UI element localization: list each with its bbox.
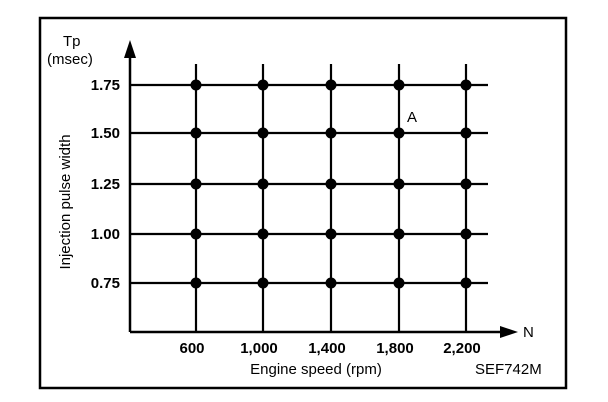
y-tick-label: 1.50 (91, 125, 120, 142)
data-point (460, 228, 472, 240)
figure-border (38, 16, 568, 390)
y-tick-label: 0.75 (91, 275, 120, 292)
data-point (257, 277, 269, 289)
y-tick-label: 1.25 (91, 176, 120, 193)
x-tick-label: 600 (179, 340, 204, 357)
data-point (190, 127, 202, 139)
data-point (257, 127, 269, 139)
data-point (460, 127, 472, 139)
y-axis-title: Injection pulse width (57, 134, 74, 269)
x-axis-arrow (500, 326, 518, 338)
data-point (393, 277, 405, 289)
data-point (460, 277, 472, 289)
y-tick-label: 1.75 (91, 77, 120, 94)
x-axis-title: Engine speed (rpm) (250, 361, 382, 378)
data-point (325, 277, 337, 289)
grid-lines (130, 64, 488, 332)
data-point (325, 178, 337, 190)
data-point (393, 178, 405, 190)
y-tick-label: 1.00 (91, 226, 120, 243)
x-tick-label: 2,200 (443, 340, 481, 357)
data-point (257, 79, 269, 91)
x-tick-label: 1,000 (240, 340, 278, 357)
data-points (190, 79, 472, 289)
x-tick-label: 1,800 (376, 340, 414, 357)
data-point (325, 79, 337, 91)
axes (124, 40, 518, 338)
y-axis-symbol: Tp (63, 33, 81, 50)
data-point (325, 127, 337, 139)
data-point (190, 277, 202, 289)
data-point (190, 79, 202, 91)
data-point (190, 178, 202, 190)
tick-labels: 1.75 1.50 1.25 1.00 0.75 600 1,000 1,400 1,800 2,… (91, 77, 481, 357)
data-point (325, 228, 337, 240)
y-axis-arrow (124, 40, 136, 58)
y-axis-unit: (msec) (47, 51, 93, 68)
data-point (393, 127, 405, 139)
annotation-a: A (407, 109, 417, 126)
data-point (460, 178, 472, 190)
data-point (257, 178, 269, 190)
data-point (460, 79, 472, 91)
x-axis-symbol: N (523, 324, 534, 341)
figure-code: SEF742M (475, 361, 542, 378)
x-tick-label: 1,400 (308, 340, 346, 357)
data-point (393, 228, 405, 240)
data-point (190, 228, 202, 240)
data-point (393, 79, 405, 91)
data-point (257, 228, 269, 240)
